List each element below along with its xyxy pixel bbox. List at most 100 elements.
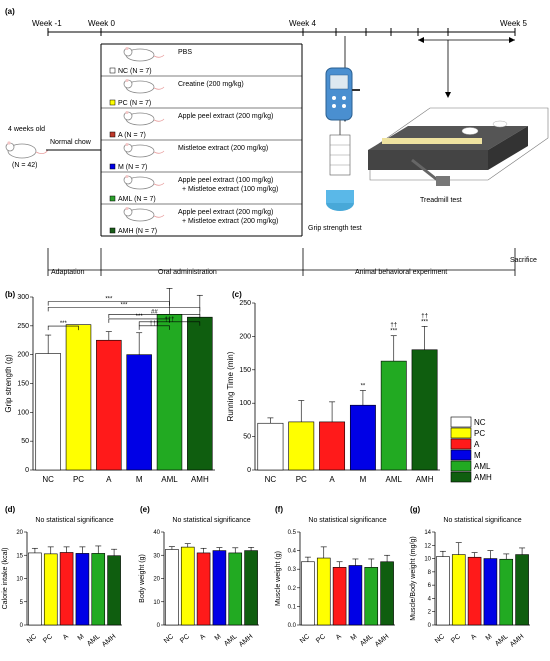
chart-f: 0.0 0.1 0.2 0.3 0.4 0.5 Muscle weight (g) NC PC A… bbox=[275, 517, 395, 649]
group-color-swatch bbox=[109, 67, 116, 74]
y-tick-label: 250 bbox=[239, 300, 251, 307]
bar-A bbox=[196, 552, 211, 626]
x-tick-label: AML bbox=[494, 633, 510, 648]
y-tick-label: 0.3 bbox=[288, 567, 297, 573]
phase-oral: Oral administration bbox=[158, 269, 217, 276]
y-tick-label: 0.1 bbox=[288, 604, 297, 610]
y-tick-label: 6 bbox=[428, 583, 432, 589]
bar-AMH bbox=[244, 550, 258, 626]
group-treatment: Mistletoe extract (200 mg/kg) bbox=[178, 145, 268, 152]
bar-AMH bbox=[411, 349, 438, 471]
legend-swatch bbox=[450, 416, 472, 428]
comparison-label: ††† bbox=[149, 321, 159, 327]
y-tick-label: 20 bbox=[16, 530, 23, 536]
group-treatment: Apple peel extract (200 mg/kg) bbox=[178, 113, 273, 120]
comparison-bracket bbox=[47, 301, 170, 306]
panel-d-label: (d) bbox=[5, 505, 16, 514]
comparison-label: ## bbox=[151, 309, 158, 315]
y-tick-label: 12 bbox=[424, 543, 431, 549]
y-axis-label: Muscle weight (g) bbox=[275, 551, 282, 606]
y-tick-label: 0.5 bbox=[288, 530, 297, 536]
bar-AML bbox=[499, 558, 514, 626]
start-age: 4 weeks old bbox=[8, 126, 45, 133]
legend-swatch bbox=[450, 438, 472, 450]
comparison-bracket bbox=[47, 307, 201, 312]
x-tick-label: AMH bbox=[238, 633, 254, 648]
x-tick-label: NC bbox=[26, 633, 38, 645]
chart-c: 0 50 100 150 200 250 Running Time (min) NC PC A M *… bbox=[226, 300, 440, 484]
x-tick-label: PC bbox=[42, 633, 54, 645]
panel-b-label: (b) bbox=[5, 290, 16, 299]
group-legend-label: A (N = 7) bbox=[118, 132, 146, 139]
y-tick-label: 0.0 bbox=[288, 623, 297, 629]
y-tick-label: 0 bbox=[247, 467, 251, 474]
x-tick-label: AML bbox=[359, 633, 375, 648]
group-treatment: Apple peel extract (200 mg/kg) bbox=[178, 209, 273, 216]
x-tick-label: PC bbox=[73, 475, 84, 484]
group-mouse-icon bbox=[123, 111, 165, 126]
bar-M bbox=[483, 558, 498, 626]
x-tick-label: PC bbox=[315, 633, 327, 645]
bar-PC bbox=[451, 554, 466, 626]
x-tick-label: AML bbox=[223, 633, 239, 648]
x-tick-label: AML bbox=[161, 475, 178, 484]
significance-mark: *** bbox=[421, 319, 429, 325]
y-tick-label: 300 bbox=[17, 294, 29, 301]
group-treatment: PBS bbox=[178, 49, 192, 56]
bar-A bbox=[467, 556, 482, 626]
panel-f-label: (f) bbox=[275, 505, 283, 514]
x-tick-label: AML bbox=[386, 475, 403, 484]
comparison-label: *** bbox=[105, 297, 113, 303]
comparison-bracket bbox=[108, 314, 201, 319]
bar-PC bbox=[65, 324, 92, 471]
bar-PC bbox=[316, 557, 331, 626]
y-tick-label: 2 bbox=[428, 610, 432, 616]
y-tick-label: 200 bbox=[17, 352, 29, 359]
bar-M bbox=[126, 354, 152, 471]
treadmill-test-label: Treadmill test bbox=[420, 197, 462, 204]
comparison-label: *** bbox=[120, 302, 128, 308]
y-tick-label: 4 bbox=[428, 596, 432, 602]
bar-A bbox=[96, 339, 122, 471]
significance-mark: *** bbox=[390, 329, 398, 335]
comparison-label: *** bbox=[60, 321, 68, 327]
x-tick-label: A bbox=[329, 475, 335, 484]
x-tick-label: A bbox=[106, 475, 112, 484]
bar-NC bbox=[28, 552, 42, 626]
bar-NC bbox=[301, 561, 315, 626]
comparison-label: *** bbox=[136, 314, 144, 320]
group-legend-label: PC (N = 7) bbox=[118, 100, 151, 107]
x-tick-label: NC bbox=[434, 633, 446, 645]
bar-PC bbox=[43, 553, 58, 626]
legend-label: PC bbox=[474, 429, 485, 438]
week-label-0: Week 0 bbox=[88, 19, 116, 28]
y-tick-label: 14 bbox=[424, 530, 431, 536]
y-tick-label: 10 bbox=[424, 557, 431, 563]
comparison-bracket bbox=[138, 325, 170, 330]
y-tick-label: 200 bbox=[239, 333, 251, 340]
group-treatment: Creatine (200 mg/kg) bbox=[178, 81, 244, 88]
x-tick-label: NC bbox=[265, 475, 277, 484]
x-tick-label: M bbox=[136, 475, 143, 484]
bar-AMH bbox=[187, 316, 213, 471]
legend-label: NC bbox=[474, 418, 486, 427]
group-color-swatch bbox=[109, 163, 116, 170]
chart-g: 0 2 4 6 8 10 12 14 Muscle/Body weight (mg/g) NC PC… bbox=[410, 517, 530, 649]
chart-b: 0 50 100 150 200 250 300 Grip strength (g) NC PC A… bbox=[4, 288, 215, 484]
y-tick-label: 0 bbox=[428, 623, 432, 629]
y-axis-label: Body weight (g) bbox=[139, 554, 146, 603]
legend-swatch bbox=[450, 471, 472, 483]
grip-test-label: Grip strength test bbox=[308, 225, 362, 232]
significance-mark: ** bbox=[361, 384, 366, 390]
chart-d: 0 5 10 15 20 Calorie intake (kcal) NC PC A M AML AM… bbox=[2, 517, 122, 649]
y-axis-label: Muscle/Body weight (mg/g) bbox=[410, 536, 417, 620]
group-mouse-icon bbox=[123, 175, 165, 190]
group-color-swatch bbox=[109, 131, 116, 138]
start-mouse-icon bbox=[5, 141, 49, 159]
group-legend-label: AML (N = 7) bbox=[118, 196, 156, 203]
legend-label: AMH bbox=[474, 473, 492, 482]
treatment-groups: PBS NC (N = 7) Creatine (200 mg/kg) PC (N =… bbox=[101, 47, 302, 235]
panel-e-label: (e) bbox=[140, 505, 150, 514]
y-tick-label: 100 bbox=[17, 409, 29, 416]
